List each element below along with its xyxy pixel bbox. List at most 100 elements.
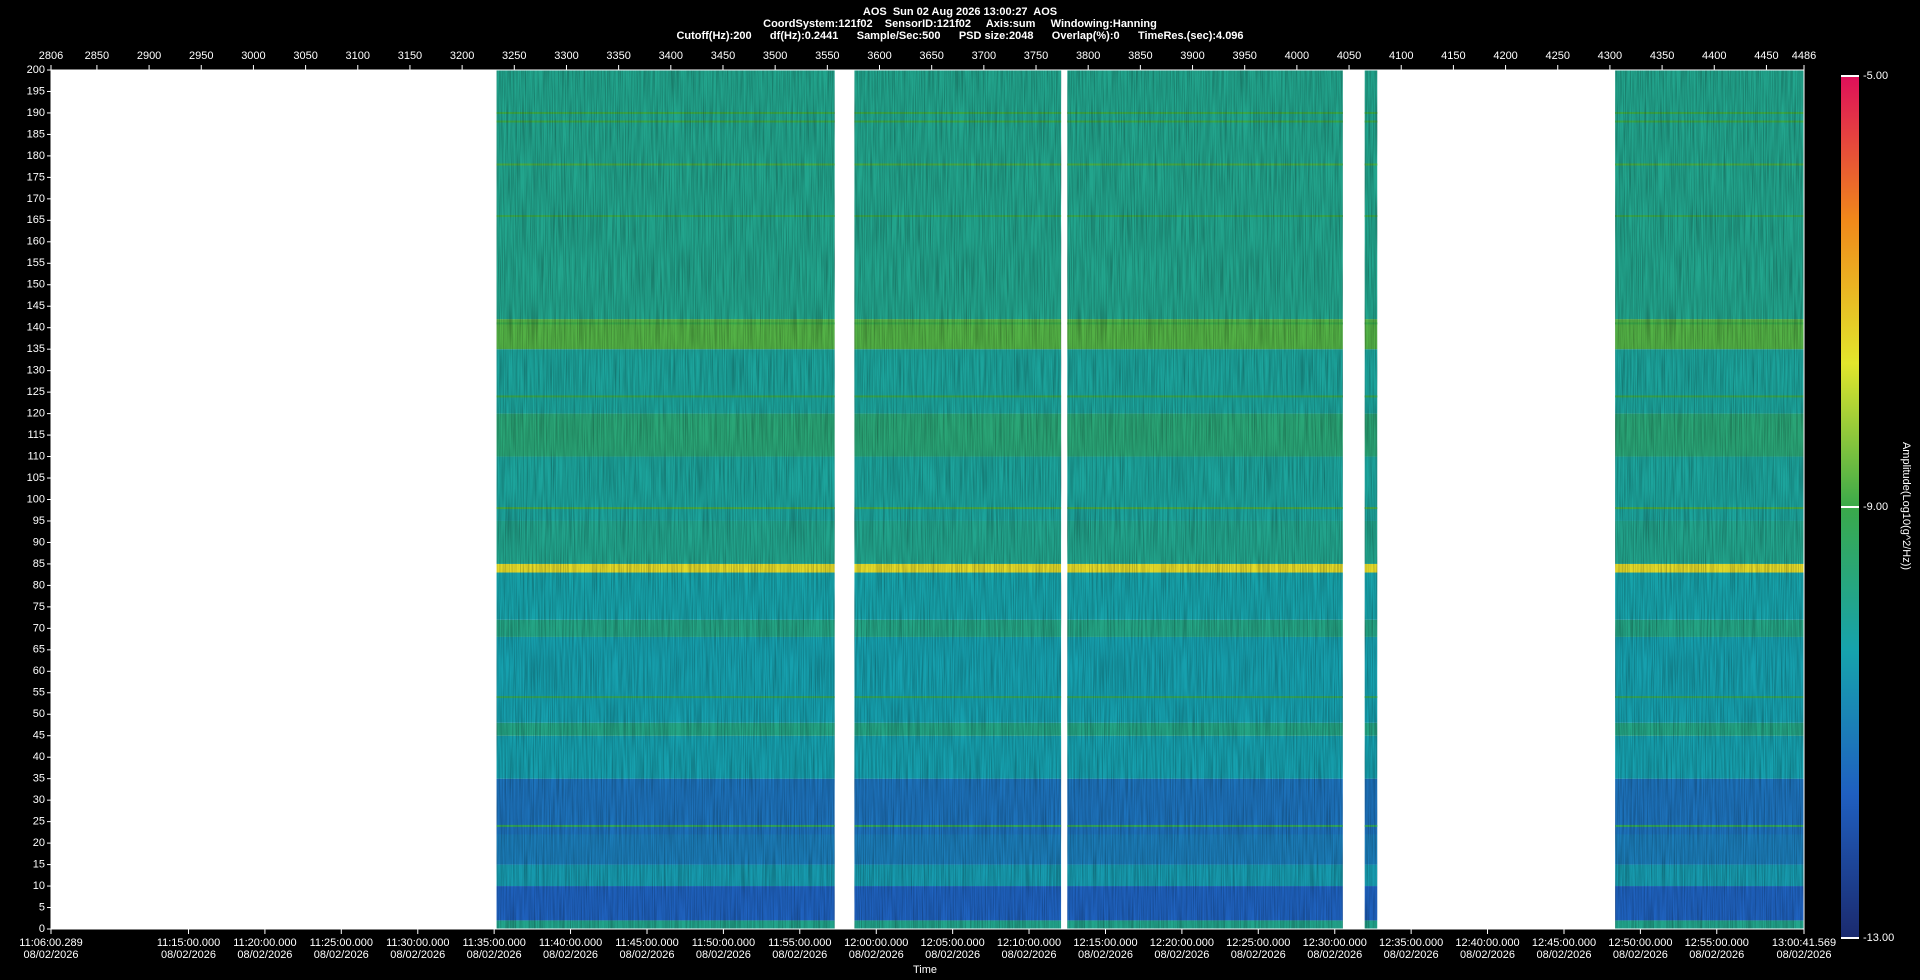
x-date-tick-label: 08/02/2026 [1613, 949, 1668, 961]
x-time-tick-label: 13:00:41.569 [1772, 937, 1836, 949]
x-time-tick-label: 12:20:00.000 [1150, 937, 1214, 949]
texture [854, 70, 1062, 929]
y-tick-label: 70 [33, 622, 45, 634]
y-tick-label: 80 [33, 579, 45, 591]
y-tick-label: 195 [27, 85, 45, 97]
y-tick-label: 110 [27, 450, 45, 462]
x-time-tick-label: 11:15:00.000 [157, 937, 220, 949]
x-time-tick-label: 12:50:00.000 [1608, 937, 1672, 949]
x-date-tick-label: 08/02/2026 [23, 949, 78, 961]
x-date-tick-label: 08/02/2026 [1154, 949, 1209, 961]
y-tick-label: 75 [33, 601, 45, 613]
x-top-tick-label: 3850 [1128, 50, 1152, 62]
x-time-tick-label: 11:25:00.000 [310, 937, 373, 949]
x-top-tick-label: 2900 [137, 50, 161, 62]
x-date-tick-label: 08/02/2026 [1307, 949, 1362, 961]
subtitle: Cutoff(Hz):200 df(Hz):0.2441 Sample/Sec:… [676, 30, 1243, 42]
texture [1364, 70, 1378, 929]
y-tick-label: 120 [27, 408, 45, 420]
x-top-tick-label: 3050 [293, 50, 317, 62]
x-top-tick-label: 2950 [189, 50, 213, 62]
x-top-tick-label: 3100 [346, 50, 370, 62]
y-tick-label: 15 [33, 858, 45, 870]
y-tick-label: 115 [27, 429, 45, 441]
y-tick-label: 0 [39, 923, 45, 935]
y-tick-label: 20 [33, 837, 45, 849]
x-time-tick-label: 12:05:00.000 [921, 937, 985, 949]
x-date-tick-label: 08/02/2026 [619, 949, 674, 961]
y-tick-label: 55 [33, 687, 45, 699]
x-top-tick-label: 3600 [867, 50, 891, 62]
colorbar-tick-label: -9.00 [1863, 501, 1888, 513]
y-tick-label: 60 [33, 665, 45, 677]
x-top-tick-label: 3700 [972, 50, 996, 62]
x-date-tick-label: 08/02/2026 [390, 949, 445, 961]
x-top-tick-label: 3950 [1232, 50, 1256, 62]
x-time-tick-label: 12:55:00.000 [1685, 937, 1749, 949]
x-top-tick-label: 3750 [1024, 50, 1048, 62]
x-top-tick-label: 2850 [85, 50, 109, 62]
x-date-tick-label: 08/02/2026 [925, 949, 980, 961]
plot-area [51, 70, 1804, 929]
x-date-tick-label: 08/02/2026 [467, 949, 522, 961]
x-date-tick-label: 08/02/2026 [1078, 949, 1133, 961]
x-top-tick-label: 4486 [1792, 50, 1816, 62]
x-date-tick-label: 08/02/2026 [314, 949, 369, 961]
y-tick-label: 190 [27, 107, 45, 119]
x-time-tick-label: 11:40:00.000 [539, 937, 602, 949]
y-tick-label: 180 [27, 150, 45, 162]
y-tick-label: 35 [33, 773, 45, 785]
x-top-tick-label: 3250 [502, 50, 526, 62]
x-top-tick-label: 4150 [1441, 50, 1465, 62]
x-time-tick-label: 11:20:00.000 [233, 937, 296, 949]
x-date-tick-label: 08/02/2026 [161, 949, 216, 961]
y-tick-label: 50 [33, 708, 45, 720]
x-top-tick-label: 3550 [815, 50, 839, 62]
y-tick-label: 170 [27, 193, 45, 205]
x-time-tick-label: 11:50:00.000 [692, 937, 755, 949]
x-top-tick-label: 3800 [1076, 50, 1100, 62]
x-axis-title: Time [913, 964, 937, 976]
y-tick-label: 140 [27, 322, 45, 334]
x-date-tick-label: 08/02/2026 [696, 949, 751, 961]
y-tick-label: 185 [27, 128, 45, 140]
y-tick-label: 25 [33, 816, 45, 828]
texture [1615, 70, 1804, 929]
x-time-tick-label: 11:30:00.000 [386, 937, 449, 949]
x-top-tick-label: 4050 [1337, 50, 1361, 62]
colorbar-tick-label: -5.00 [1863, 70, 1888, 82]
x-time-tick-label: 12:15:00.000 [1073, 937, 1137, 949]
y-tick-label: 5 [39, 901, 45, 913]
x-time-tick-label: 11:35:00.000 [462, 937, 525, 949]
x-date-tick-label: 08/02/2026 [1776, 949, 1831, 961]
y-tick-label: 135 [27, 343, 45, 355]
x-time-tick-label: 11:55:00.000 [768, 937, 831, 949]
x-date-tick-label: 08/02/2026 [849, 949, 904, 961]
texture [496, 70, 835, 929]
x-date-tick-label: 08/02/2026 [543, 949, 598, 961]
y-tick-label: 45 [33, 730, 45, 742]
y-tick-label: 145 [27, 300, 45, 312]
x-time-tick-label: 12:00:00.000 [844, 937, 908, 949]
x-top-tick-label: 3200 [450, 50, 474, 62]
x-top-tick-label: 3000 [241, 50, 265, 62]
y-tick-label: 30 [33, 794, 45, 806]
x-date-tick-label: 08/02/2026 [1536, 949, 1591, 961]
x-time-tick-label: 12:25:00.000 [1226, 937, 1290, 949]
y-tick-label: 105 [27, 472, 45, 484]
colorbar-tick-label: -13.00 [1863, 932, 1894, 944]
x-top-tick-label: 3400 [659, 50, 683, 62]
y-tick-label: 150 [27, 279, 45, 291]
y-tick-label: 175 [27, 171, 45, 183]
x-top-tick-label: 3300 [554, 50, 578, 62]
x-top-tick-label: 4300 [1598, 50, 1622, 62]
x-time-tick-label: 12:40:00.000 [1455, 937, 1519, 949]
x-date-tick-label: 08/02/2026 [1689, 949, 1744, 961]
x-top-tick-label: 2806 [39, 50, 63, 62]
y-tick-label: 40 [33, 751, 45, 763]
y-tick-label: 200 [27, 64, 45, 76]
y-tick-label: 130 [27, 365, 45, 377]
y-tick-label: 125 [27, 386, 45, 398]
x-top-tick-label: 3450 [711, 50, 735, 62]
